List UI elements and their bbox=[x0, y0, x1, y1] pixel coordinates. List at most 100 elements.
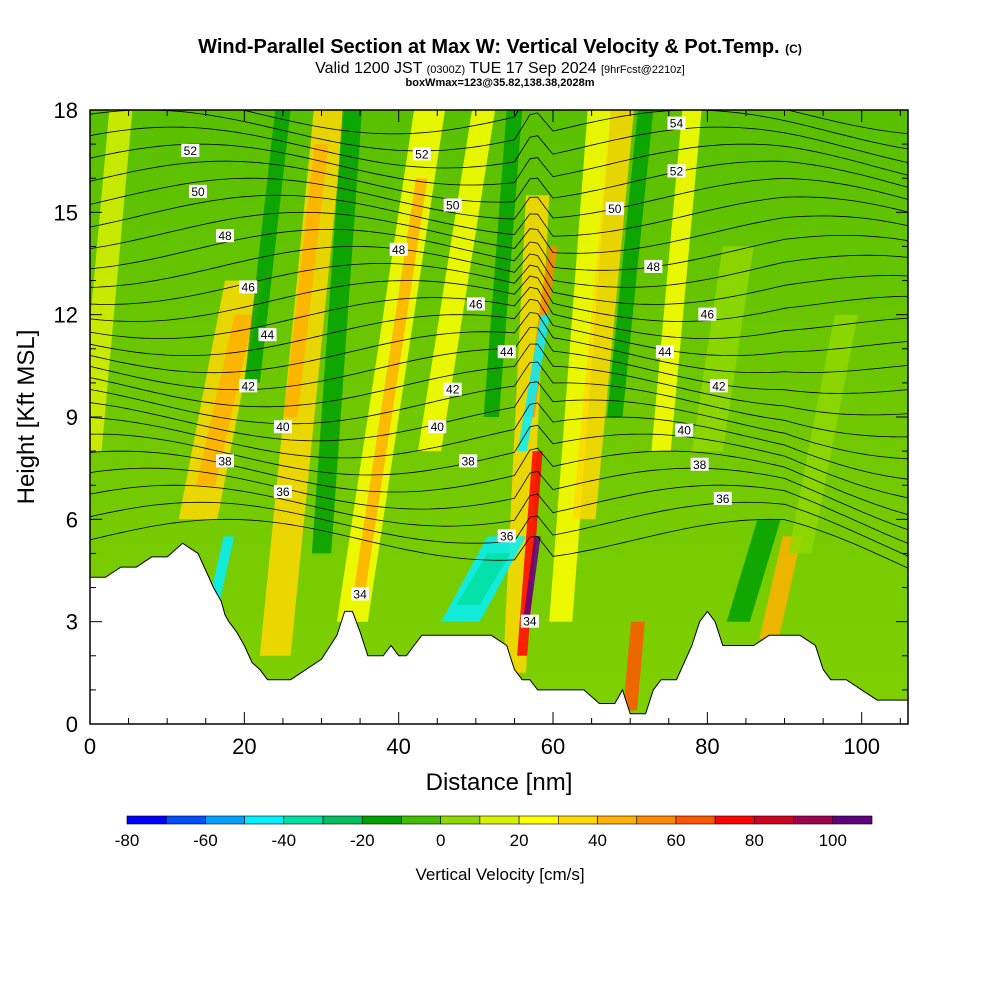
theta-contour-line bbox=[90, 246, 908, 288]
y-tick-label: 6 bbox=[66, 507, 78, 532]
contour-label: 46 bbox=[469, 297, 483, 311]
contour-label-bg bbox=[459, 454, 478, 468]
y-axis-label: Height [Kft MSL] bbox=[13, 330, 40, 505]
title-mark: (C) bbox=[785, 42, 802, 56]
contour-label-bg bbox=[181, 143, 200, 157]
theta-contour-line bbox=[90, 263, 908, 305]
theta-contour-line bbox=[90, 518, 908, 569]
velocity-streak bbox=[244, 110, 291, 383]
velocity-streak bbox=[456, 553, 511, 605]
contour-label-bg bbox=[605, 201, 624, 215]
colorbar-swatch bbox=[558, 815, 598, 825]
contour-label-bg bbox=[497, 529, 516, 543]
contour-label-bg bbox=[520, 614, 539, 628]
contour-label-bg bbox=[466, 297, 485, 311]
theta-contour-line bbox=[90, 126, 908, 169]
colorbar: -80 -60 -40 -20 0 20 40 60 80 100 Vertical Velocit… bbox=[115, 815, 873, 884]
contour-label: 48 bbox=[647, 260, 661, 274]
contour-label-bg bbox=[690, 457, 709, 471]
contour-label-bg bbox=[189, 184, 208, 198]
colorbar-swatch bbox=[832, 815, 873, 825]
contour-label: 46 bbox=[701, 308, 715, 322]
contour-label-bg bbox=[667, 116, 686, 130]
contour-label-bg bbox=[273, 485, 292, 499]
colorbar-swatch bbox=[283, 815, 324, 825]
colorbar-swatch bbox=[714, 815, 755, 825]
colorbar-swatch bbox=[244, 815, 285, 825]
contour-label: 40 bbox=[431, 420, 445, 434]
valid-date: TUE 17 Sep 2024 bbox=[469, 60, 597, 77]
colorbar-swatch bbox=[401, 815, 441, 825]
velocity-streak bbox=[549, 110, 611, 622]
x-tick-label: 0 bbox=[84, 734, 96, 759]
x-axis-label: Distance [nm] bbox=[426, 769, 573, 796]
contour-label-bg bbox=[709, 379, 728, 393]
velocity-streak bbox=[483, 110, 523, 417]
theta-contour-line bbox=[90, 381, 908, 460]
theta-contour-line bbox=[90, 312, 908, 374]
contour-label-bg bbox=[273, 420, 292, 434]
contour-label: 52 bbox=[670, 164, 684, 178]
colorbar-tick-label: 80 bbox=[745, 831, 764, 850]
contour-label: 38 bbox=[218, 454, 232, 468]
colorbar-swatch bbox=[518, 815, 559, 825]
forecast-info: [9hrFcst@2210z] bbox=[600, 64, 685, 76]
y-tick-label: 3 bbox=[66, 610, 78, 635]
colorbar-tick-label: -80 bbox=[115, 831, 140, 850]
colorbar-swatch bbox=[636, 815, 677, 825]
valid-utc: (0300Z) bbox=[426, 64, 466, 76]
contour-label: 34 bbox=[353, 587, 367, 601]
theta-contour-line bbox=[90, 275, 908, 322]
velocity-streak bbox=[522, 536, 541, 622]
contour-label: 34 bbox=[523, 615, 537, 629]
colorbar-swatch bbox=[793, 815, 834, 825]
y-tick-label: 15 bbox=[54, 200, 78, 225]
valid-prefix: Valid 1200 JST bbox=[315, 60, 423, 77]
velocity-streak bbox=[788, 314, 858, 554]
colorbar-tick-label: 100 bbox=[819, 831, 847, 850]
colorbar-tick-label: -40 bbox=[272, 831, 297, 850]
colorbar-tick-label: 0 bbox=[436, 831, 445, 850]
contour-label-bg bbox=[675, 423, 694, 437]
velocity-streak bbox=[651, 110, 702, 452]
colorbar-tick-label: -20 bbox=[350, 831, 375, 850]
velocity-streak bbox=[726, 519, 781, 622]
contour-label-bg bbox=[443, 382, 462, 396]
colorbar-tick-label: 60 bbox=[666, 831, 685, 850]
x-tick-label: 20 bbox=[232, 734, 256, 759]
contour-label-bg bbox=[713, 491, 732, 505]
contour-label-bg bbox=[655, 345, 674, 359]
colorbar-swatch bbox=[479, 815, 520, 825]
contour-label-bg bbox=[443, 198, 462, 212]
contour-label: 44 bbox=[261, 328, 275, 342]
theta-contour-line bbox=[90, 424, 908, 499]
contour-label: 36 bbox=[716, 492, 730, 506]
theta-contour-line bbox=[90, 343, 908, 416]
colorbar-swatch bbox=[597, 815, 638, 825]
velocity-streak bbox=[90, 110, 133, 452]
contour-label-bg bbox=[239, 280, 258, 294]
theta-contour-line bbox=[90, 484, 908, 544]
contour-label: 42 bbox=[446, 383, 460, 397]
contour-label-bg bbox=[216, 229, 235, 243]
contour-label: 48 bbox=[392, 243, 406, 257]
velocity-streak bbox=[517, 451, 543, 656]
colorbar-swatch bbox=[754, 815, 794, 825]
contour-label: 40 bbox=[678, 424, 692, 438]
y-tick-label: 12 bbox=[54, 303, 78, 328]
contour-label: 52 bbox=[184, 144, 198, 158]
colorbar-swatch bbox=[126, 815, 167, 825]
theta-contour-line bbox=[90, 177, 908, 220]
x-tick-label: 80 bbox=[695, 734, 719, 759]
contour-label: 54 bbox=[670, 117, 684, 131]
contour-label-bg bbox=[351, 587, 370, 601]
box-info: boxWmax=123@35.82,138.38,2028m bbox=[405, 77, 595, 89]
theta-contour-line bbox=[90, 361, 908, 438]
theta-contour-line bbox=[90, 402, 908, 480]
contour-label-bg bbox=[412, 147, 431, 161]
contour-label: 44 bbox=[500, 345, 514, 359]
contour-label: 42 bbox=[712, 379, 726, 393]
contour-label-bg bbox=[428, 420, 447, 434]
